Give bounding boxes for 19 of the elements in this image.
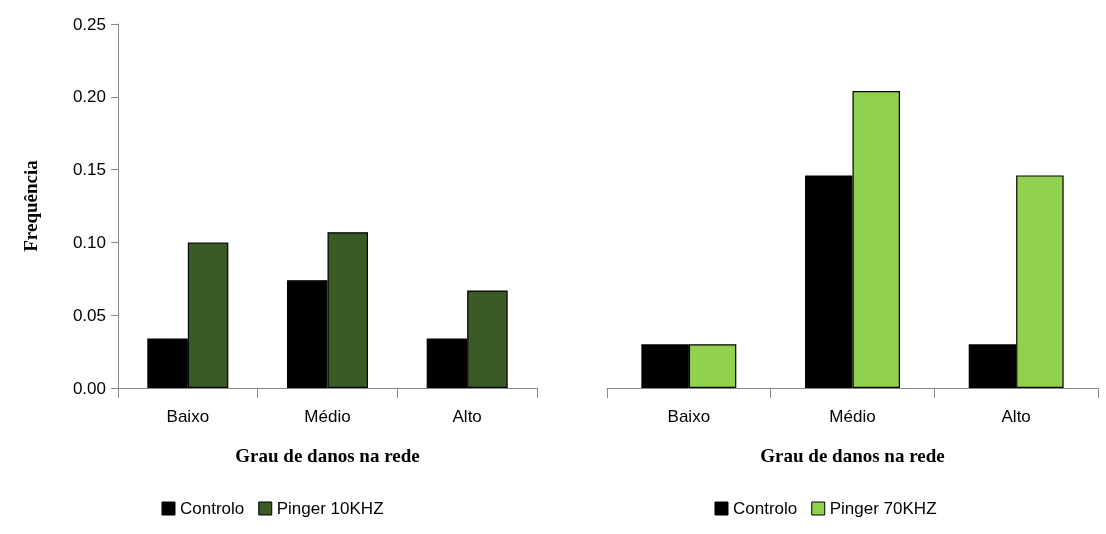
y-tick-label: 0.25: [72, 14, 106, 34]
x-tick-label: Médio: [829, 407, 876, 426]
legend-label: Controlo: [179, 499, 245, 518]
y-tick-label: 0.20: [72, 87, 106, 107]
y-tick-label: 0.00: [72, 378, 106, 398]
legend-label: Controlo: [732, 499, 798, 518]
y-tick-label: 0.15: [72, 160, 106, 180]
y-tick-label: 0.05: [72, 305, 106, 325]
x-tick-label: Baixo: [166, 407, 210, 426]
x-tick-label: Alto: [1001, 407, 1031, 426]
x-tick-label: Médio: [304, 407, 351, 426]
y-axis-title: Frequência: [20, 159, 41, 252]
x-tick-label: Alto: [452, 407, 482, 426]
legend-label: Pinger 10KHZ: [276, 499, 384, 518]
x-tick-label: Baixo: [667, 407, 711, 426]
x-axis-title: Grau de danos na rede: [760, 445, 945, 466]
legend-label: Pinger 70KHZ: [829, 499, 937, 518]
x-axis-title: Grau de danos na rede: [235, 445, 420, 466]
y-tick-label: 0.10: [72, 232, 106, 252]
